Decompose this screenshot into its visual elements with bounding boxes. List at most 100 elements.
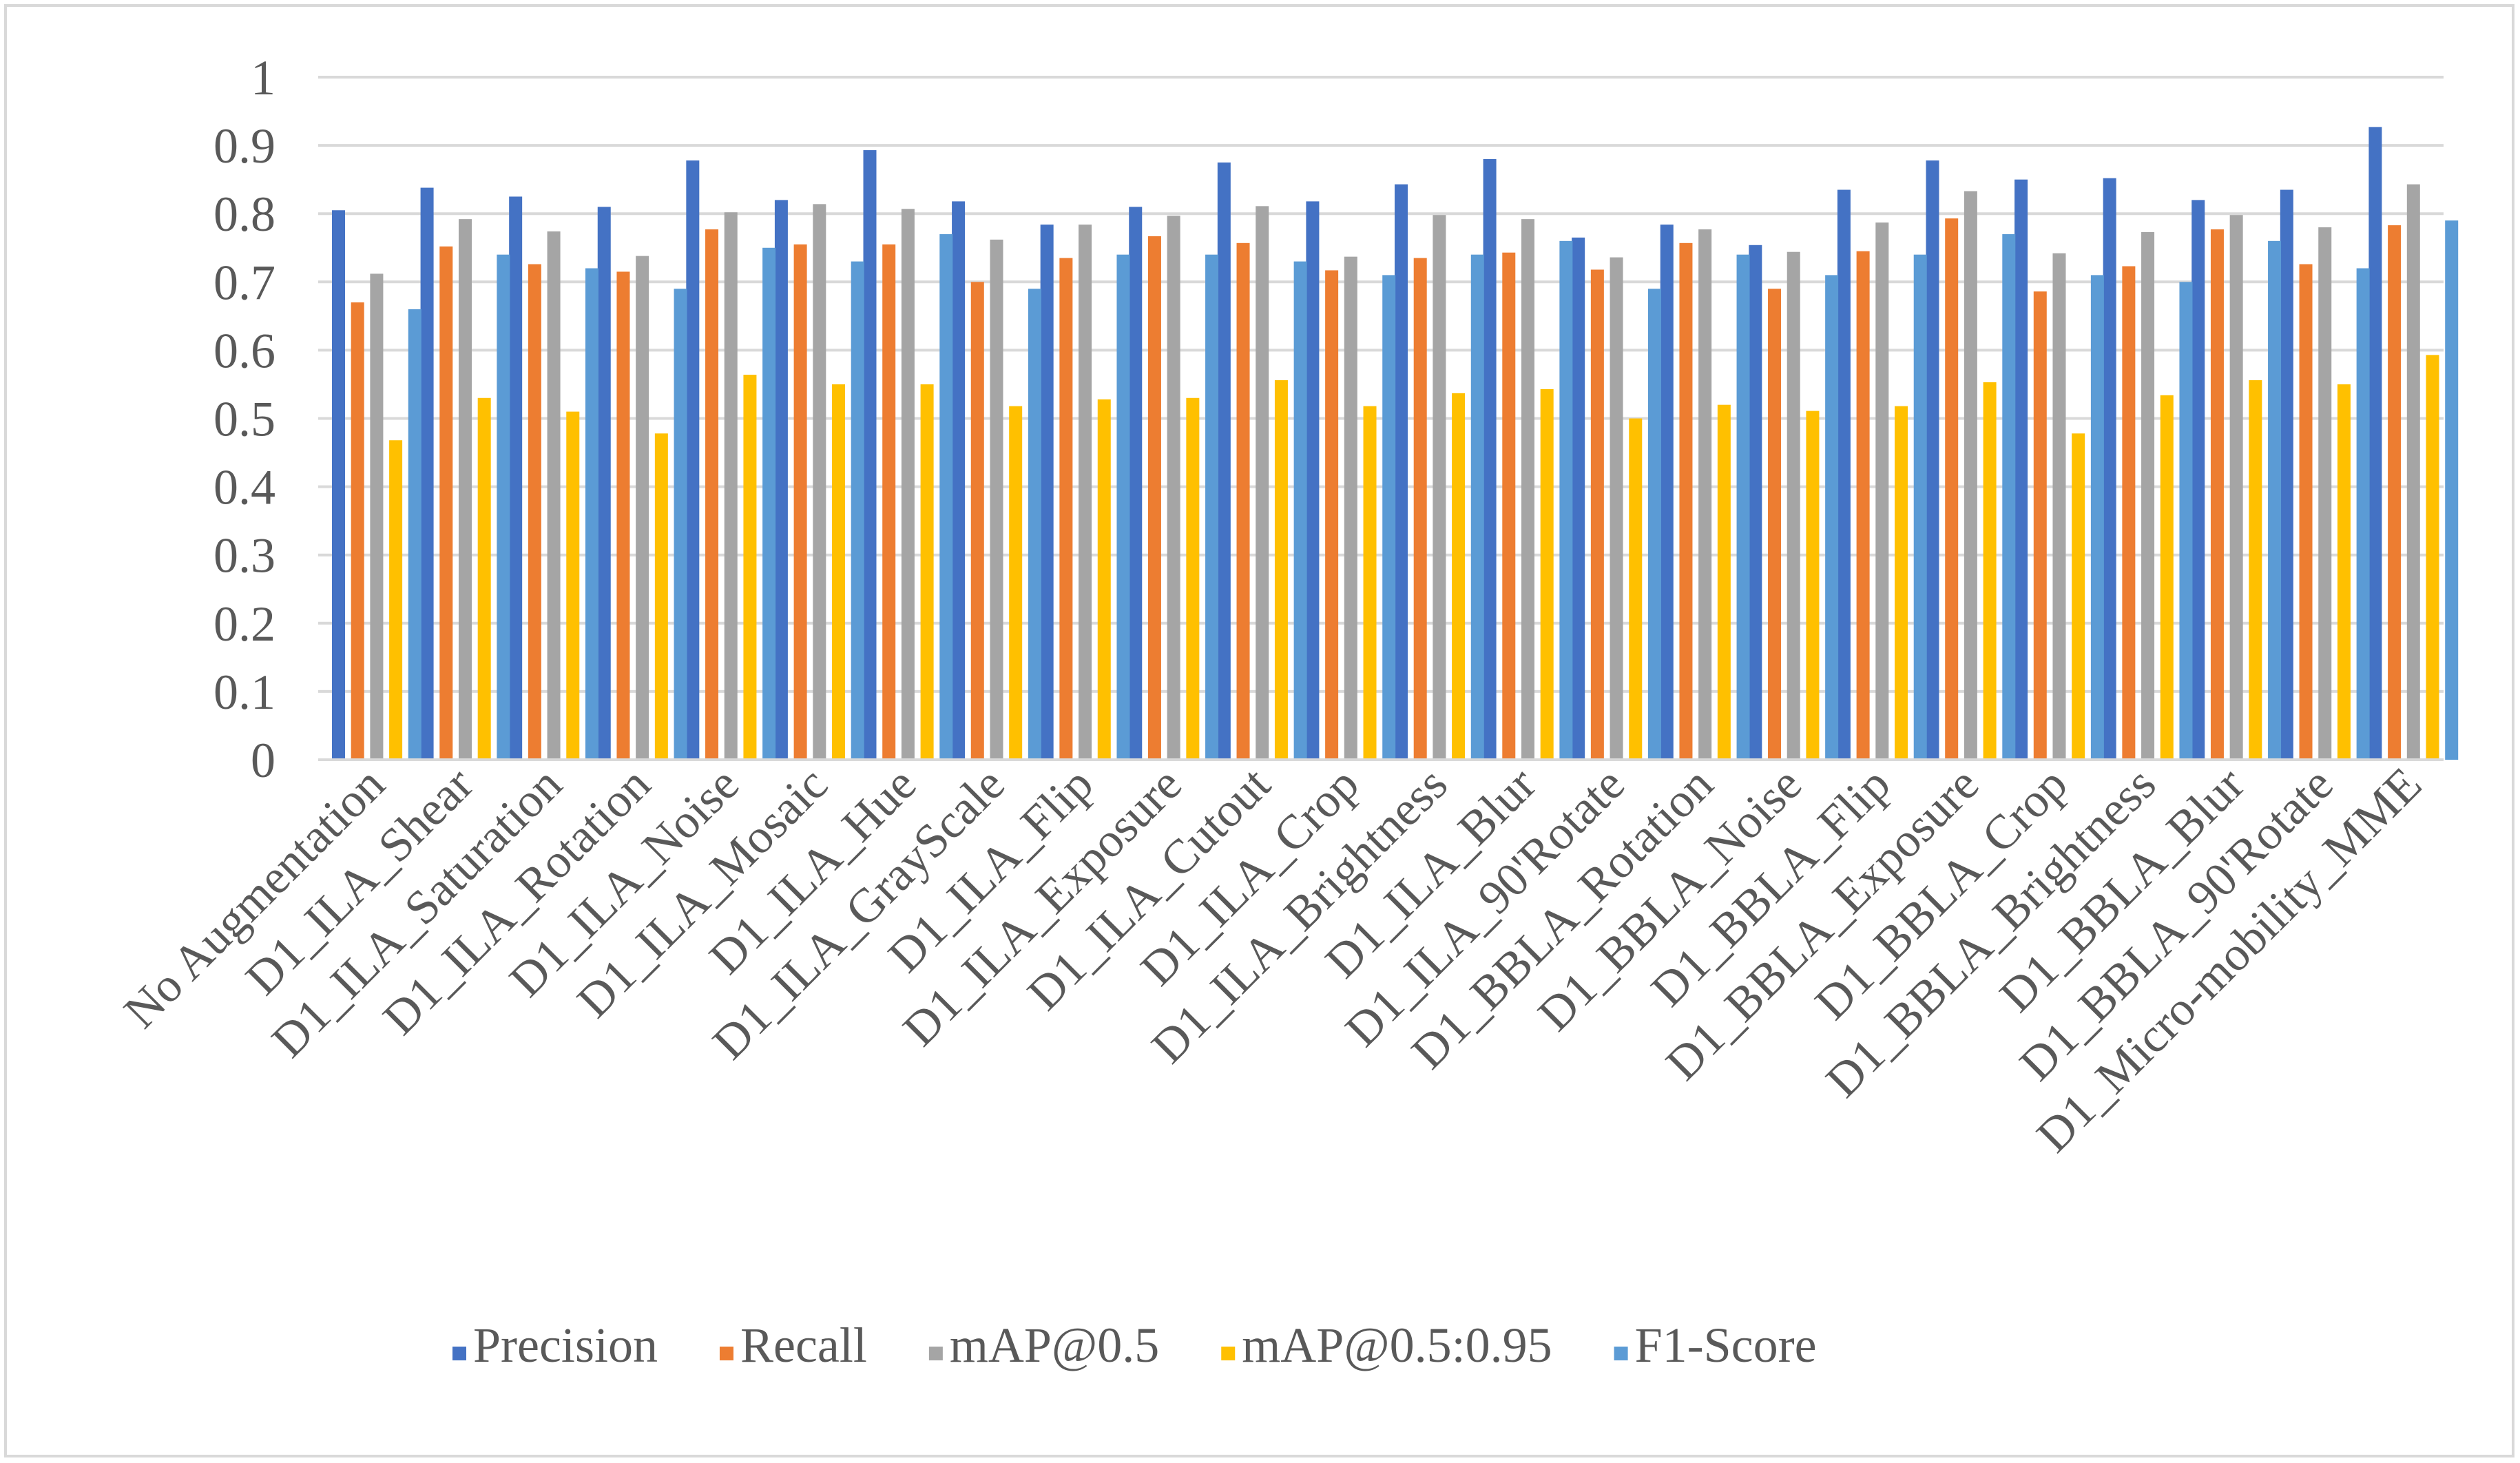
gridlines bbox=[318, 76, 2444, 693]
bar-f1-score-0 bbox=[408, 309, 421, 760]
bar-recall-8 bbox=[1059, 258, 1073, 760]
bar-f1-score-17 bbox=[1913, 254, 1927, 760]
bar-f1-score-20 bbox=[2179, 282, 2193, 760]
bar-map-0-5-0-95-10 bbox=[1274, 380, 1288, 760]
bar-f1-score-19 bbox=[2090, 275, 2104, 760]
bar-precision-11 bbox=[1306, 201, 1320, 760]
legend-swatch bbox=[1221, 1347, 1236, 1360]
bar-recall-17 bbox=[1856, 251, 1870, 760]
bar-recall-2 bbox=[528, 264, 541, 760]
bar-recall-21 bbox=[2210, 229, 2224, 760]
y-tick-label: 1 bbox=[251, 50, 275, 105]
bar-map-0-5-8 bbox=[1079, 225, 1092, 760]
category-labels: No AugmentationD1_ILA_ShearD1_ILA_Satura… bbox=[114, 757, 2432, 1162]
bar-recall-4 bbox=[705, 229, 719, 760]
bar-map-0-5-0-95-7 bbox=[1009, 406, 1023, 760]
bar-map-0-5-15 bbox=[1698, 229, 1712, 760]
bar-f1-score-13 bbox=[1559, 240, 1573, 760]
bar-precision-12 bbox=[1395, 184, 1408, 760]
bar-map-0-5-14 bbox=[1610, 257, 1623, 760]
bar-map-0-5-0 bbox=[370, 273, 384, 760]
bar-precision-10 bbox=[1217, 162, 1231, 760]
bar-precision-9 bbox=[1129, 207, 1143, 760]
bar-f1-score-23 bbox=[2445, 220, 2459, 760]
bar-map-0-5-0-95-17 bbox=[1895, 406, 1908, 760]
bar-f1-score-9 bbox=[1205, 254, 1219, 760]
bar-map-0-5-7 bbox=[990, 239, 1003, 760]
bar-map-0-5-0-95-12 bbox=[1452, 393, 1466, 760]
bar-map-0-5-0-95-22 bbox=[2337, 384, 2351, 760]
bar-map-0-5-0-95-9 bbox=[1186, 397, 1200, 760]
bar-recall-6 bbox=[882, 244, 896, 760]
bar-f1-score-6 bbox=[939, 234, 953, 760]
bar-precision-8 bbox=[1040, 225, 1054, 760]
bar-precision-14 bbox=[1572, 237, 1585, 760]
bar-map-0-5-21 bbox=[2229, 215, 2243, 760]
bar-recall-0 bbox=[351, 302, 364, 760]
bar-f1-score-7 bbox=[1028, 289, 1041, 760]
bars bbox=[332, 127, 2459, 760]
bar-f1-score-21 bbox=[2268, 240, 2282, 760]
bar-map-0-5-0-95-6 bbox=[920, 384, 934, 760]
y-tick-label: 0.7 bbox=[214, 255, 275, 310]
bar-precision-1 bbox=[420, 187, 434, 760]
legend-swatch bbox=[1614, 1347, 1628, 1360]
bar-f1-score-12 bbox=[1470, 254, 1484, 760]
bar-map-0-5-0-95-16 bbox=[1806, 411, 1820, 760]
bar-map-0-5-4 bbox=[724, 212, 738, 760]
bar-precision-13 bbox=[1483, 158, 1497, 760]
bar-map-0-5-22 bbox=[2318, 227, 2332, 760]
bar-map-0-5-0-95-5 bbox=[832, 384, 846, 760]
y-tick-label: 0 bbox=[251, 733, 275, 788]
bar-recall-9 bbox=[1147, 236, 1161, 760]
bar-recall-19 bbox=[2033, 291, 2047, 760]
bar-recall-3 bbox=[616, 271, 630, 760]
bar-f1-score-14 bbox=[1647, 289, 1661, 760]
y-tick-label: 0.8 bbox=[214, 187, 275, 242]
bar-map-0-5-0-95-1 bbox=[477, 397, 491, 760]
y-tick-label: 0.4 bbox=[214, 460, 275, 515]
bar-precision-18 bbox=[1926, 160, 1939, 760]
bar-f1-score-2 bbox=[585, 268, 598, 760]
bar-recall-12 bbox=[1413, 258, 1427, 760]
bar-map-0-5-12 bbox=[1433, 215, 1446, 760]
y-tick-label: 0.9 bbox=[214, 118, 275, 174]
bar-f1-score-3 bbox=[674, 289, 687, 760]
bar-recall-22 bbox=[2299, 264, 2313, 760]
y-tick-label: 0.3 bbox=[214, 528, 275, 583]
bar-recall-14 bbox=[1590, 269, 1604, 760]
bar-f1-score-22 bbox=[2356, 268, 2370, 760]
bar-map-0-5-0-95-23 bbox=[2426, 355, 2439, 760]
bar-map-0-5-9 bbox=[1167, 216, 1180, 760]
bar-map-0-5-3 bbox=[636, 256, 649, 760]
bar-recall-18 bbox=[1945, 218, 1959, 760]
bar-recall-20 bbox=[2122, 266, 2136, 760]
bar-f1-score-11 bbox=[1382, 275, 1396, 760]
bar-f1-score-8 bbox=[1116, 254, 1130, 760]
bar-precision-17 bbox=[1837, 189, 1851, 760]
bar-recall-10 bbox=[1236, 242, 1250, 760]
bar-precision-16 bbox=[1749, 245, 1762, 760]
y-tick-label: 0.1 bbox=[214, 665, 275, 720]
bar-precision-15 bbox=[1660, 225, 1674, 760]
bar-map-0-5-13 bbox=[1521, 219, 1534, 760]
bar-map-0-5-18 bbox=[1964, 191, 1977, 760]
bar-map-0-5-2 bbox=[547, 231, 561, 760]
bar-map-0-5-19 bbox=[2052, 253, 2066, 760]
bar-map-0-5-0-95-21 bbox=[2249, 380, 2262, 760]
legend-label: F1-Score bbox=[1635, 1318, 1817, 1373]
bar-map-0-5-0-95-0 bbox=[389, 440, 403, 760]
bar-map-0-5-0-95-8 bbox=[1097, 399, 1111, 760]
bar-precision-6 bbox=[863, 150, 877, 760]
bar-precision-19 bbox=[2014, 179, 2028, 760]
bar-precision-4 bbox=[686, 160, 700, 760]
bar-map-0-5-0-95-15 bbox=[1717, 404, 1731, 760]
bar-precision-3 bbox=[597, 207, 611, 760]
bar-map-0-5-10 bbox=[1256, 206, 1269, 760]
bar-map-0-5-0-95-20 bbox=[2160, 395, 2174, 760]
bar-precision-22 bbox=[2280, 189, 2293, 760]
legend-swatch bbox=[928, 1347, 943, 1360]
bar-f1-score-15 bbox=[1736, 254, 1750, 760]
bar-map-0-5-0-95-2 bbox=[566, 411, 580, 760]
